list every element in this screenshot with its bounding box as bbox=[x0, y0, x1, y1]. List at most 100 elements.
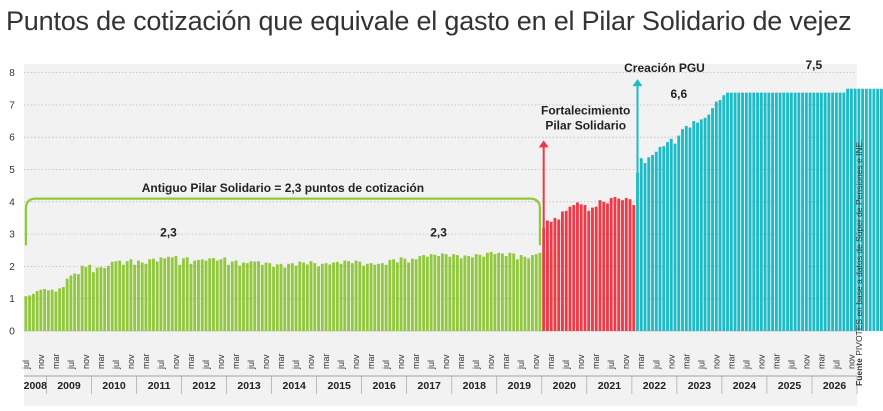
bar bbox=[872, 88, 876, 331]
bar bbox=[737, 92, 741, 331]
bar bbox=[99, 267, 103, 331]
bar bbox=[144, 263, 148, 331]
bar bbox=[350, 263, 354, 331]
bar bbox=[84, 267, 88, 331]
bar bbox=[703, 117, 707, 331]
x-month-label: mar bbox=[51, 353, 61, 369]
x-month-label: mar bbox=[726, 353, 736, 369]
bar bbox=[272, 267, 275, 331]
bar bbox=[455, 255, 459, 331]
bar bbox=[283, 267, 287, 331]
bar bbox=[669, 138, 673, 331]
bar bbox=[437, 256, 441, 331]
bar bbox=[512, 253, 516, 331]
y-tick-label: 2 bbox=[9, 262, 15, 273]
bar bbox=[654, 151, 658, 331]
bar bbox=[692, 121, 696, 331]
bar bbox=[197, 259, 200, 331]
x-month-label: jul bbox=[831, 360, 841, 370]
bar bbox=[546, 220, 549, 331]
bar bbox=[834, 92, 838, 331]
x-month-label: mar bbox=[816, 353, 826, 369]
bar bbox=[245, 263, 249, 331]
bar bbox=[170, 257, 174, 331]
x-month-label: jul bbox=[201, 360, 211, 370]
bar bbox=[61, 287, 65, 331]
bar bbox=[114, 261, 118, 331]
bar bbox=[88, 264, 92, 331]
bar bbox=[643, 163, 647, 331]
bar bbox=[463, 255, 467, 331]
bar bbox=[328, 264, 332, 331]
bar bbox=[163, 258, 167, 331]
bar bbox=[212, 258, 215, 331]
bar bbox=[219, 259, 223, 331]
bar bbox=[58, 288, 62, 331]
bar bbox=[24, 296, 28, 331]
bar bbox=[812, 92, 816, 331]
bar bbox=[140, 262, 144, 331]
year-label: 2008 bbox=[24, 380, 48, 392]
bar bbox=[763, 92, 767, 331]
bar bbox=[347, 261, 350, 331]
source-note: Fuente PIVOTES en base a datos de Súper … bbox=[854, 139, 864, 386]
bar bbox=[741, 92, 744, 331]
bar bbox=[268, 263, 272, 331]
x-month-label: jul bbox=[696, 360, 706, 370]
bar bbox=[771, 92, 774, 331]
bar bbox=[774, 92, 778, 331]
bar bbox=[752, 92, 756, 331]
bar bbox=[827, 92, 831, 331]
bar bbox=[440, 253, 444, 331]
bar bbox=[467, 256, 471, 331]
bar bbox=[658, 146, 662, 331]
bar bbox=[249, 261, 253, 331]
bar bbox=[279, 263, 283, 331]
x-month-label: jul bbox=[336, 360, 346, 370]
x-month-label: nov bbox=[396, 354, 406, 369]
bar bbox=[594, 206, 598, 331]
bar bbox=[726, 92, 729, 331]
bar bbox=[617, 198, 621, 331]
bar bbox=[137, 260, 140, 331]
bar bbox=[677, 135, 681, 331]
bar bbox=[793, 92, 797, 331]
x-month-label: mar bbox=[321, 353, 331, 369]
bar bbox=[534, 254, 538, 331]
value-label: 2,3 bbox=[430, 226, 447, 240]
bar bbox=[666, 142, 669, 331]
bar bbox=[425, 256, 429, 331]
year-label: 2024 bbox=[733, 380, 757, 392]
bar bbox=[609, 197, 613, 331]
bar bbox=[358, 261, 362, 331]
bar bbox=[478, 254, 482, 331]
x-month-label: jul bbox=[291, 360, 301, 370]
bar bbox=[876, 88, 880, 331]
bar bbox=[384, 264, 388, 331]
bar bbox=[714, 101, 718, 331]
x-month-label: nov bbox=[756, 354, 766, 369]
event-label: Pilar Solidario bbox=[545, 118, 626, 132]
bar bbox=[489, 251, 493, 332]
bar bbox=[223, 257, 227, 331]
bar bbox=[789, 92, 793, 331]
x-month-label: mar bbox=[411, 353, 421, 369]
bar bbox=[215, 260, 219, 331]
bar bbox=[632, 205, 636, 331]
bar bbox=[335, 261, 339, 331]
x-month-label: mar bbox=[771, 353, 781, 369]
event-label: Fortalecimiento bbox=[541, 103, 630, 117]
bar bbox=[804, 92, 808, 331]
bar bbox=[433, 254, 437, 331]
bar bbox=[422, 255, 426, 331]
bar bbox=[339, 263, 343, 331]
x-month-label: nov bbox=[846, 354, 856, 369]
bar bbox=[365, 263, 369, 331]
bar bbox=[801, 92, 805, 331]
event-label: Creación PGU bbox=[624, 61, 705, 75]
year-label: 2012 bbox=[192, 380, 216, 392]
bar bbox=[733, 92, 737, 331]
bar bbox=[699, 119, 703, 331]
x-month-label: jul bbox=[156, 360, 166, 370]
